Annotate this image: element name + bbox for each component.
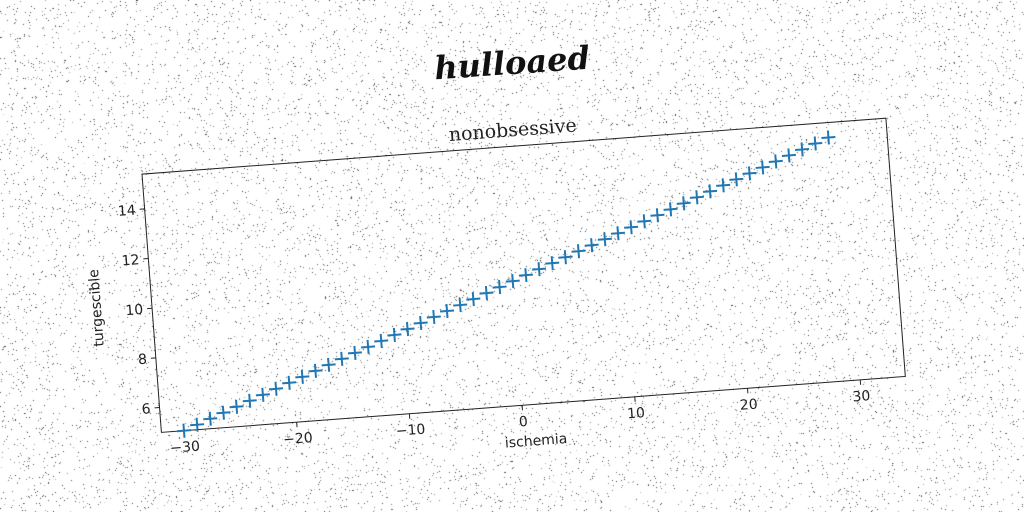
data-point-marker <box>229 399 244 414</box>
data-point-marker <box>702 184 718 199</box>
data-point-marker <box>808 136 823 151</box>
data-point-marker <box>190 417 205 432</box>
data-point-marker <box>676 196 691 211</box>
data-point-marker <box>729 172 744 187</box>
x-axis-ticks: −30 −20 −10 0 10 20 30 <box>170 379 871 457</box>
data-point-marker <box>216 405 231 420</box>
data-point-marker <box>637 214 652 229</box>
data-point-marker <box>361 339 376 354</box>
y-tick-label: 14 <box>117 203 136 220</box>
y-tick-label: 12 <box>121 252 140 269</box>
data-point-marker <box>492 280 507 295</box>
data-point-marker <box>518 268 533 283</box>
y-axis-ticks: 6 8 10 12 14 <box>117 203 160 418</box>
data-point-marker <box>689 190 704 205</box>
data-point-marker <box>610 226 626 241</box>
data-point-marker <box>334 351 349 366</box>
y-axis-label: turgescible <box>86 269 108 348</box>
data-point-marker <box>505 274 520 289</box>
data-point-marker <box>795 142 810 157</box>
data-point-marker <box>624 220 639 235</box>
data-point-marker <box>426 309 441 325</box>
data-point-marker <box>282 375 297 390</box>
data-point-marker <box>781 148 797 163</box>
x-tick-label: −30 <box>170 439 201 457</box>
data-point-marker <box>347 345 362 360</box>
data-point-marker <box>597 232 612 247</box>
data-point-marker <box>268 381 284 396</box>
data-markers <box>176 130 836 438</box>
data-point-marker <box>400 321 415 337</box>
y-tick-label: 10 <box>125 302 144 319</box>
data-point-marker <box>453 297 468 313</box>
x-tick-label: 20 <box>739 397 758 414</box>
data-point-marker <box>176 423 192 438</box>
y-tick-label: 8 <box>137 352 147 369</box>
x-tick-label: −10 <box>395 422 426 440</box>
data-point-marker <box>321 357 336 372</box>
data-point-marker <box>716 178 731 193</box>
data-point-marker <box>255 387 270 402</box>
data-point-marker <box>413 315 428 331</box>
data-point-marker <box>768 154 783 169</box>
data-point-marker <box>663 202 678 217</box>
data-point-marker <box>545 256 560 271</box>
data-point-marker <box>755 160 770 175</box>
data-point-marker <box>203 411 218 426</box>
x-tick-label: −20 <box>283 430 314 448</box>
data-point-marker <box>821 130 836 145</box>
data-point-marker <box>571 244 586 259</box>
data-point-marker <box>479 286 494 301</box>
data-point-marker <box>650 208 665 223</box>
data-point-marker <box>295 369 310 384</box>
data-point-marker <box>558 250 573 265</box>
y-tick-label: 6 <box>141 401 151 418</box>
data-point-marker <box>387 327 402 343</box>
data-point-marker <box>742 166 757 181</box>
data-point-marker <box>242 393 257 408</box>
x-tick-label: 30 <box>852 388 871 405</box>
x-axis-label: ischemia <box>504 431 568 452</box>
chart-title: nonobsessive <box>448 114 577 146</box>
x-tick-label: 0 <box>518 414 528 431</box>
data-point-marker <box>532 262 547 277</box>
data-point-marker <box>466 291 481 307</box>
data-point-marker <box>374 333 389 348</box>
data-point-marker <box>308 363 323 378</box>
data-point-marker <box>439 303 455 319</box>
data-point-marker <box>584 238 599 253</box>
plot-area-frame <box>141 117 906 433</box>
x-tick-label: 10 <box>627 405 646 422</box>
